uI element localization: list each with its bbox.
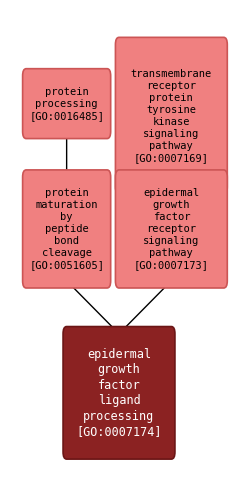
FancyBboxPatch shape bbox=[63, 327, 175, 459]
FancyBboxPatch shape bbox=[23, 68, 111, 139]
Text: epidermal
growth
factor
ligand
processing
[GO:0007174]: epidermal growth factor ligand processin… bbox=[76, 348, 162, 438]
FancyBboxPatch shape bbox=[115, 170, 227, 288]
Text: epidermal
growth
factor
receptor
signaling
pathway
[GO:0007173]: epidermal growth factor receptor signali… bbox=[134, 188, 209, 270]
Text: protein
processing
[GO:0016485]: protein processing [GO:0016485] bbox=[29, 87, 104, 120]
FancyBboxPatch shape bbox=[23, 170, 111, 288]
Text: protein
maturation
by
peptide
bond
cleavage
[GO:0051605]: protein maturation by peptide bond cleav… bbox=[29, 188, 104, 270]
FancyBboxPatch shape bbox=[115, 38, 227, 194]
Text: transmembrane
receptor
protein
tyrosine
kinase
signaling
pathway
[GO:0007169]: transmembrane receptor protein tyrosine … bbox=[131, 68, 212, 163]
